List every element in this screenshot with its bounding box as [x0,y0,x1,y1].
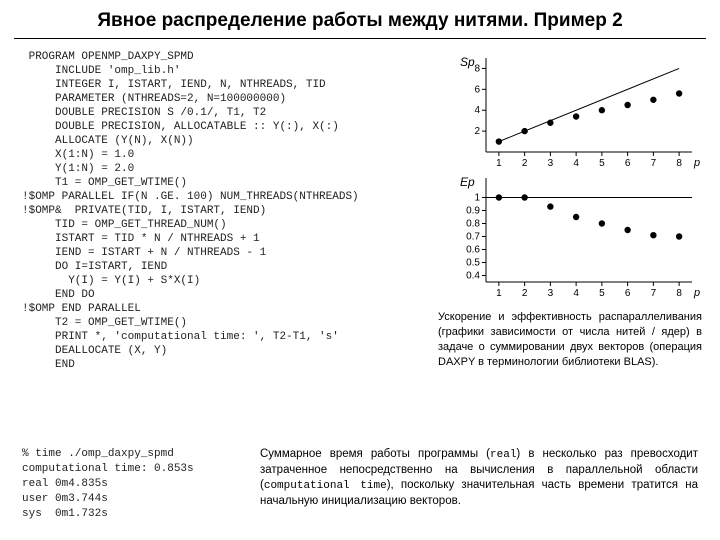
svg-text:0.7: 0.7 [466,232,480,243]
title-rule [14,38,706,39]
svg-text:0.5: 0.5 [466,258,480,269]
svg-text:7: 7 [651,158,657,169]
svg-text:4: 4 [573,158,579,169]
svg-text:0.9: 0.9 [466,206,480,217]
bottom-caption-a: Суммарное время работы программы ( [260,448,490,460]
svg-text:7: 7 [651,288,657,299]
svg-text:5: 5 [599,288,605,299]
time-output-block: % time ./omp_daxpy_spmd computational ti… [22,447,232,522]
main-code-block: PROGRAM OPENMP_DAXPY_SPMD INCLUDE 'omp_l… [22,50,442,372]
efficiency-chart: 0.4 0.5 0.6 0.7 0.8 0.9 1 1 2 3 4 5 6 7 8 Ep p [452,172,702,302]
svg-text:3: 3 [548,158,554,169]
svg-text:8: 8 [676,288,682,299]
svg-text:3: 3 [548,288,554,299]
page: Явное распределение работы между нитями.… [0,0,720,540]
svg-text:6: 6 [625,288,631,299]
svg-text:1: 1 [496,288,502,299]
svg-text:2: 2 [522,158,528,169]
svg-text:0.6: 0.6 [466,245,480,256]
svg-text:4: 4 [474,105,480,116]
svg-text:Ep: Ep [460,175,475,189]
svg-text:1: 1 [474,193,480,204]
svg-text:6: 6 [625,158,631,169]
speedup-chart: 246812345678Spp [452,52,702,172]
bottom-caption: Суммарное время работы программы (real) … [260,447,698,509]
svg-text:p: p [693,157,700,169]
svg-text:2: 2 [522,288,528,299]
charts-caption: Ускорение и эффективность распарал­лелив… [438,310,702,370]
page-title: Явное распределение работы между нитями.… [0,10,720,32]
svg-text:p: p [693,287,700,299]
charts-block: 246812345678Spp 0.40.50.60.70.80.9112345… [452,52,702,302]
svg-text:0.8: 0.8 [466,219,480,230]
svg-text:1: 1 [496,158,502,169]
svg-text:5: 5 [599,158,605,169]
real-inline: real [490,449,516,461]
svg-text:Sp: Sp [460,55,475,69]
svg-text:2: 2 [474,126,480,137]
svg-text:6: 6 [474,84,480,95]
svg-text:8: 8 [676,158,682,169]
bottom-row: % time ./omp_daxpy_spmd computational ti… [22,447,698,522]
ctime-inline: computational time [264,480,387,492]
svg-text:0.4: 0.4 [466,271,480,282]
svg-text:8: 8 [474,63,480,74]
svg-text:4: 4 [573,288,579,299]
